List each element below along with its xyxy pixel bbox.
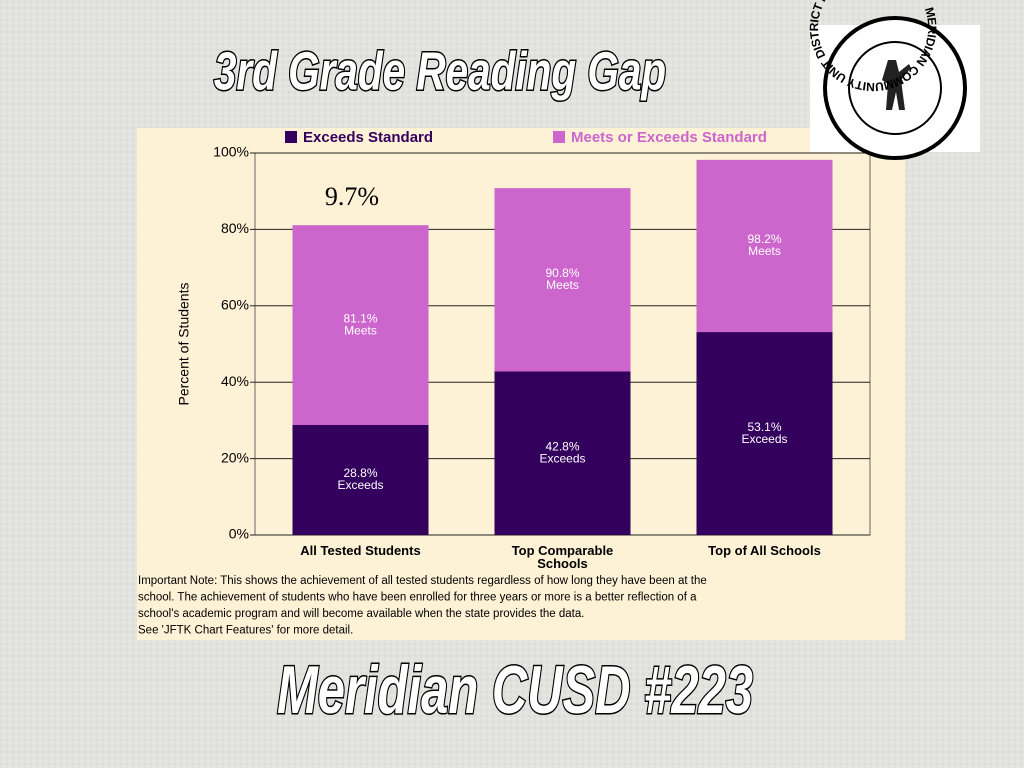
- data-label: 28.8%: [343, 466, 377, 480]
- bar: [494, 371, 631, 535]
- data-label-kind: Meets: [748, 244, 781, 258]
- data-label: 90.8%: [545, 266, 579, 280]
- legend-swatch: [285, 131, 297, 143]
- data-label: 98.2%: [747, 232, 781, 246]
- y-tick-label: 0%: [229, 526, 249, 542]
- x-tick-label: Top Comparable Schools: [511, 544, 614, 571]
- bar: [696, 332, 833, 535]
- slide-footer: Meridian CUSD #223: [277, 651, 753, 728]
- legend-swatch: [553, 131, 565, 143]
- bar: [292, 424, 429, 535]
- data-label-kind: Meets: [546, 278, 579, 292]
- x-tick-label-box: All Tested Students: [300, 544, 421, 558]
- logo-figure: [882, 60, 911, 110]
- legend-label: Exceeds Standard: [303, 129, 433, 146]
- y-axis-label: Percent of Students: [176, 283, 192, 406]
- note-line: school's academic program and will becom…: [138, 608, 584, 620]
- x-tick-label: All Tested Students: [300, 544, 421, 558]
- slide-title: 3rd Grade Reading Gap: [214, 42, 666, 102]
- x-tick-label-box: Top Comparable Schools: [511, 544, 614, 571]
- logo-inner: [848, 41, 942, 135]
- legend-label: Meets or Exceeds Standard: [571, 129, 767, 146]
- data-label-kind: Exceeds: [337, 478, 383, 492]
- y-tick-label: 40%: [221, 373, 249, 389]
- data-label: 42.8%: [545, 439, 579, 453]
- data-label-kind: Meets: [344, 323, 377, 337]
- y-tick-label: 80%: [221, 220, 249, 236]
- x-tick-label: Top of All Schools: [708, 544, 821, 558]
- data-label: 53.1%: [747, 420, 781, 434]
- note-line: Important Note: This shows the achieveme…: [138, 575, 707, 587]
- note-line: school. The achievement of students who …: [138, 592, 697, 604]
- data-label-kind: Exceeds: [539, 451, 585, 465]
- y-tick-label: 100%: [213, 144, 249, 160]
- data-label-kind: Exceeds: [741, 432, 787, 446]
- annotation: 9.7%: [325, 182, 379, 211]
- y-tick-label: 20%: [221, 449, 249, 465]
- note-line: See 'JFTK Chart Features' for more detai…: [138, 625, 353, 637]
- y-tick-label: 60%: [221, 297, 249, 313]
- x-tick-label-box: Top of All Schools: [708, 544, 821, 558]
- chart: 0% 20% 40% 60% 80% 100% Percent of Students 81.…: [138, 129, 871, 637]
- data-label: 81.1%: [343, 311, 377, 325]
